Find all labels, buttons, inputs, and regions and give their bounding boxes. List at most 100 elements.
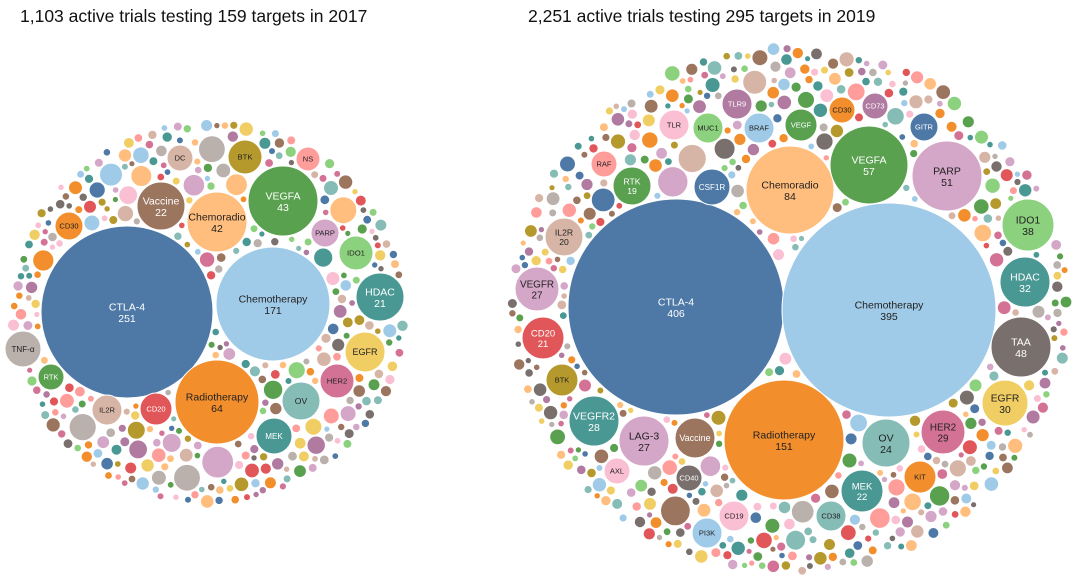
bubble <box>201 445 234 479</box>
bubble <box>803 526 813 537</box>
bubble-value: 43 <box>277 202 289 214</box>
bubble <box>39 237 49 247</box>
bubble-plot-2019: CTLA-4406Chemotherapy395Radiotherapy151C… <box>507 42 1073 576</box>
bubble <box>776 541 787 552</box>
bubble <box>618 409 628 418</box>
bubble <box>684 85 693 94</box>
bubble <box>124 461 137 475</box>
bubble <box>678 77 687 85</box>
bubble <box>316 351 332 367</box>
bubble-value: 38 <box>1022 226 1034 238</box>
bubble <box>278 482 287 491</box>
bubble <box>368 227 376 235</box>
bubble <box>869 507 891 529</box>
bubble-tnf: TNF-α <box>4 330 42 368</box>
bubble-label: BTK <box>238 153 254 162</box>
bubble <box>808 535 818 544</box>
bubble <box>844 432 858 446</box>
bubble <box>726 534 735 544</box>
bubble <box>890 514 901 526</box>
bubble <box>16 272 25 281</box>
bubble <box>524 246 535 257</box>
bubble <box>818 122 829 133</box>
bubble <box>593 492 601 500</box>
bubble <box>864 534 873 543</box>
bubble <box>742 69 768 95</box>
bubble-value: 19 <box>627 186 637 196</box>
bubble-value: 251 <box>118 313 136 325</box>
bubble <box>190 490 200 500</box>
bubble <box>182 124 192 134</box>
bubble <box>377 265 385 273</box>
bubble <box>666 482 679 495</box>
bubble-cd73-circle <box>861 92 889 120</box>
bubble <box>87 394 95 403</box>
bubble-label: BTK <box>555 376 570 385</box>
bubble <box>683 107 691 115</box>
bubble <box>1023 379 1035 392</box>
bubble <box>38 400 47 408</box>
bubble <box>249 224 259 234</box>
bubble <box>843 67 855 78</box>
bubble-egfr-circle <box>344 331 386 373</box>
bubble <box>655 147 668 160</box>
bubble <box>351 275 361 285</box>
bubble <box>1038 376 1052 390</box>
bubble <box>310 170 320 180</box>
bubble-mek-circle <box>255 417 293 455</box>
bubble <box>64 382 75 393</box>
bubble <box>815 132 834 151</box>
bubble <box>728 157 737 166</box>
bubble <box>566 446 575 455</box>
bubble <box>849 413 868 433</box>
bubble <box>33 270 42 279</box>
bubble <box>886 107 905 126</box>
bubble <box>194 248 202 256</box>
bubble-label: RTK <box>44 373 59 382</box>
bubble-label: VEGFR2 <box>573 410 615 422</box>
bubble-il2r-circle <box>91 394 123 426</box>
bubble <box>394 348 405 358</box>
bubble <box>360 418 370 428</box>
bubble <box>211 327 220 337</box>
bubble <box>710 409 727 426</box>
bubble <box>130 165 153 187</box>
bubble <box>576 464 587 475</box>
bubble <box>258 129 267 137</box>
bubble <box>185 196 194 205</box>
bubble <box>911 195 919 203</box>
bubble <box>540 247 550 257</box>
bubble <box>876 469 884 477</box>
bubble <box>325 271 341 286</box>
bubble <box>99 162 123 187</box>
bubble <box>664 540 673 549</box>
bubble <box>1011 308 1020 317</box>
bubble <box>100 457 114 471</box>
bubble-vegfa-circle <box>829 125 909 205</box>
bubble <box>542 395 551 405</box>
bubble-btk: BTK <box>227 139 263 175</box>
bubble <box>912 430 921 439</box>
bubble <box>685 62 699 76</box>
bubble <box>899 507 907 515</box>
bubble-value: 48 <box>1015 348 1027 360</box>
bubble-label: AXL <box>610 467 624 476</box>
bubble <box>670 419 679 427</box>
bubble <box>122 407 131 416</box>
bubble <box>810 47 823 61</box>
bubble <box>772 534 780 542</box>
bubble <box>234 460 245 470</box>
bubble <box>59 412 68 420</box>
bubble <box>997 300 1012 315</box>
bubble <box>49 396 59 407</box>
bubble <box>993 230 1003 240</box>
bubble-cd30: CD30 <box>828 96 856 124</box>
bubble-label: RAF <box>597 160 612 169</box>
bubble <box>116 205 134 223</box>
bubble <box>898 133 906 141</box>
bubble <box>371 261 379 269</box>
bubble-braf-circle <box>743 112 775 144</box>
